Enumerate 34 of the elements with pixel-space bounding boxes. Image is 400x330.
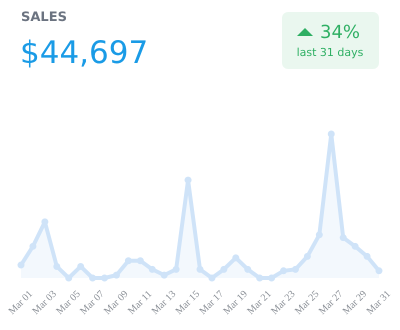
point: [376, 267, 382, 274]
x-tick-label: Mar 31: [364, 288, 394, 318]
point: [268, 274, 276, 282]
point: [340, 234, 347, 242]
point: [364, 252, 371, 260]
point: [101, 274, 108, 282]
point: [352, 242, 359, 250]
point: [148, 266, 156, 273]
point: [172, 266, 180, 273]
text: last 31 days: [296, 46, 364, 59]
point: [124, 257, 132, 264]
point: [89, 274, 96, 282]
chart-title: SALES: [21, 10, 67, 25]
point: [316, 231, 323, 238]
point: [304, 252, 311, 260]
point: [77, 262, 84, 270]
point: [112, 272, 120, 279]
point: [18, 262, 24, 269]
point: [220, 266, 228, 273]
chart-subtitle: $44,697: [20, 35, 148, 71]
point: [29, 242, 36, 250]
point: [160, 272, 168, 279]
point: [232, 254, 240, 262]
point: [328, 130, 335, 138]
point: [292, 266, 299, 273]
point: [244, 266, 252, 273]
point: [196, 266, 204, 273]
point: [280, 267, 288, 274]
point: [53, 262, 60, 270]
point: [208, 274, 216, 282]
point: [256, 274, 264, 282]
point: [136, 257, 144, 264]
text: 34%: [320, 22, 360, 43]
point: [65, 274, 72, 282]
